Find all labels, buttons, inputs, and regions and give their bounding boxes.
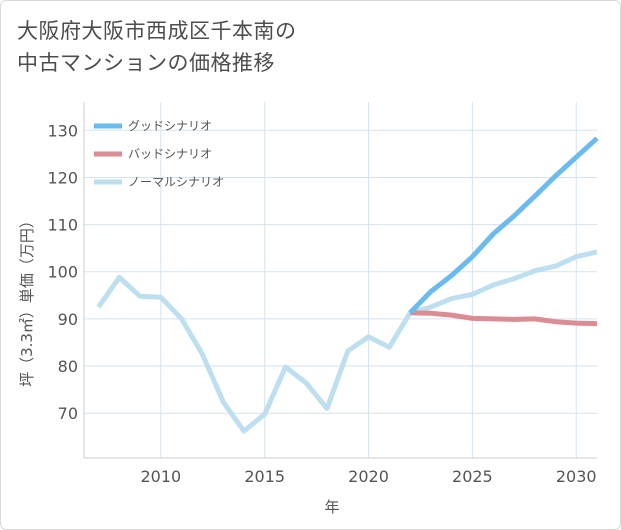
- plot-area: [83, 102, 597, 459]
- x-tick-label: 2010: [140, 467, 181, 486]
- y-tick-label: 70: [58, 404, 78, 423]
- y-tick-label: 90: [58, 310, 78, 329]
- y-tick-label: 100: [47, 263, 78, 282]
- chart-title-line2: 中古マンションの価格推移: [17, 51, 275, 75]
- y-tick-label: 130: [47, 121, 78, 140]
- x-axis-label: 年: [324, 498, 339, 516]
- x-tick-label: 2015: [244, 467, 285, 486]
- y-tick-labels: 70 80 90 100 110 120 130: [47, 121, 78, 423]
- x-tick-label: 2030: [556, 467, 597, 486]
- legend-label: バッドシナリオ: [128, 147, 212, 161]
- chart-title: 大阪府大阪市西成区千本南の 中古マンションの価格推移: [17, 15, 577, 79]
- x-tick-labels: 2010 2015 2020 2025 2030: [140, 467, 596, 486]
- series-lines: [96, 136, 599, 434]
- y-tick-label: 120: [47, 168, 78, 187]
- x-tick-label: 2025: [452, 467, 493, 486]
- y-tick-label: 80: [58, 357, 78, 376]
- legend-label: グッドシナリオ: [128, 119, 212, 133]
- chart-title-line1: 大阪府大阪市西成区千本南の: [17, 19, 297, 43]
- x-tick-label: 2020: [348, 467, 389, 486]
- legend-label: ノーマルシナリオ: [128, 175, 224, 189]
- y-axis-label: 坪（3.3㎡）単価（万円）: [18, 213, 36, 387]
- series-line-1: [410, 310, 598, 327]
- series-line-0: [408, 136, 599, 315]
- y-tick-label: 110: [47, 216, 78, 235]
- series-line-2: [96, 249, 598, 434]
